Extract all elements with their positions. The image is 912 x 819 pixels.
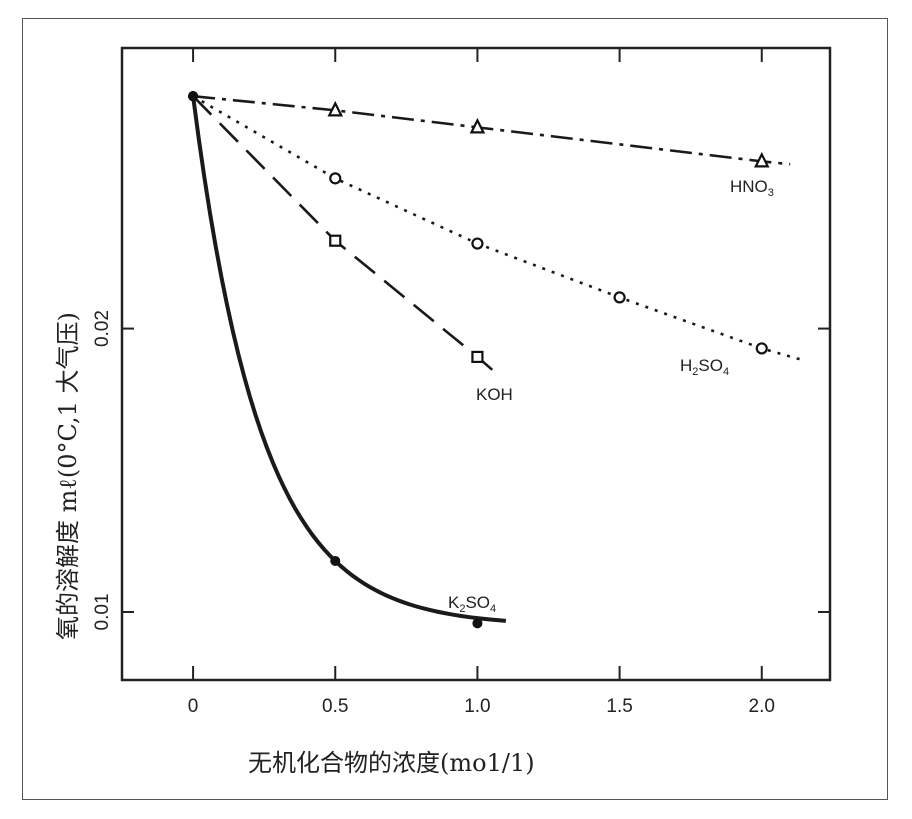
- x-tick-label: 0.5: [322, 696, 348, 717]
- x-tick-label: 1.0: [464, 696, 490, 717]
- data-point-h2so4: [613, 291, 626, 304]
- data-point-k2so4: [330, 555, 341, 566]
- plot-frame: [120, 46, 832, 682]
- series-label-k2so4: K2SO4: [448, 593, 496, 615]
- x-axis-label: 无机化合物的浓度(mo1/1): [248, 749, 535, 777]
- data-point-hno3: [327, 100, 344, 117]
- figure-frame: [22, 18, 888, 800]
- series-label-koh: KOH: [476, 385, 513, 404]
- y-tick-label: 0.02: [92, 310, 113, 347]
- series-line-hno3: [192, 94, 791, 166]
- data-point-k2so4: [472, 618, 483, 629]
- data-point-koh: [471, 350, 484, 364]
- data-point-h2so4: [755, 342, 768, 355]
- x-tick-label: 2.0: [749, 696, 775, 717]
- data-point-h2so4: [471, 237, 484, 250]
- data-point-koh: [329, 234, 342, 247]
- x-tick-label: 0: [188, 696, 199, 717]
- data-point-h2so4: [329, 172, 342, 185]
- data-point-hno3: [469, 117, 486, 134]
- x-tick-label: 1.5: [606, 696, 632, 717]
- series-line-h2so4: [192, 95, 802, 361]
- data-point-origin: [188, 91, 199, 102]
- data-point-hno3: [753, 151, 770, 168]
- series-label-hno3: HNO3: [730, 177, 774, 199]
- series-line-k2so4: [191, 95, 507, 623]
- series-label-h2so4: H2SO4: [680, 356, 729, 378]
- y-tick-label: 0.01: [92, 593, 113, 630]
- series-line-koh: [192, 95, 502, 378]
- y-axis-label: 氧的溶解度 mℓ(0°C,1 大气压): [54, 312, 82, 640]
